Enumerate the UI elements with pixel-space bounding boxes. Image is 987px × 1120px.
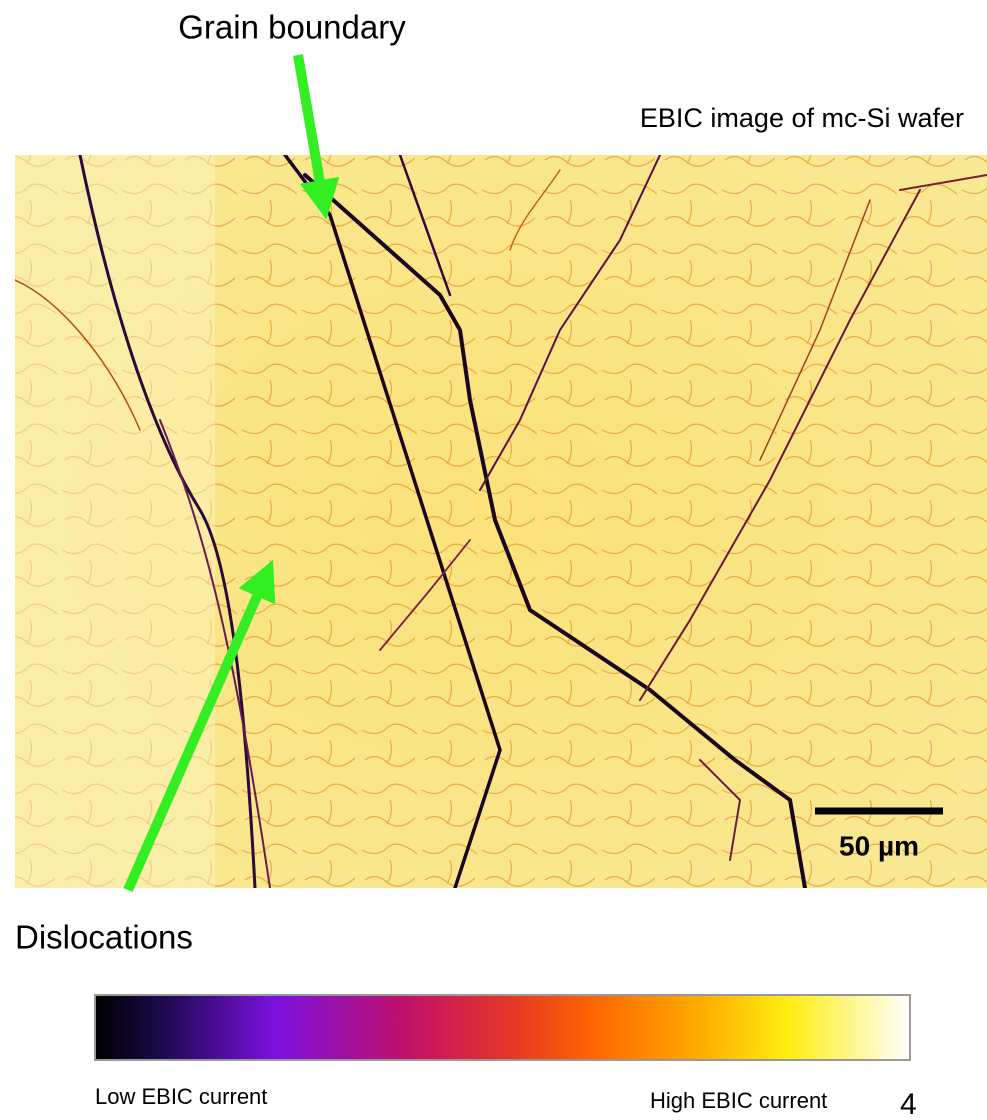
ebic-image: 50 µm	[15, 155, 987, 888]
image-caption: EBIC image of mc-Si wafer	[640, 103, 964, 133]
callout-label: Dislocations	[15, 919, 193, 956]
colorbar-label: Low EBIC current	[95, 1084, 267, 1109]
scale-bar-label: 50 µm	[839, 830, 919, 861]
colorbar-label: High EBIC current	[650, 1088, 827, 1113]
callout-label: Grain boundary	[178, 9, 406, 46]
page-number: 4	[900, 1088, 917, 1120]
colorbar	[95, 995, 910, 1060]
slide: 50 µm Grain boundary EBIC image of mc-Si…	[0, 0, 987, 1120]
slide-canvas: 50 µm Grain boundary EBIC image of mc-Si…	[0, 0, 987, 1120]
